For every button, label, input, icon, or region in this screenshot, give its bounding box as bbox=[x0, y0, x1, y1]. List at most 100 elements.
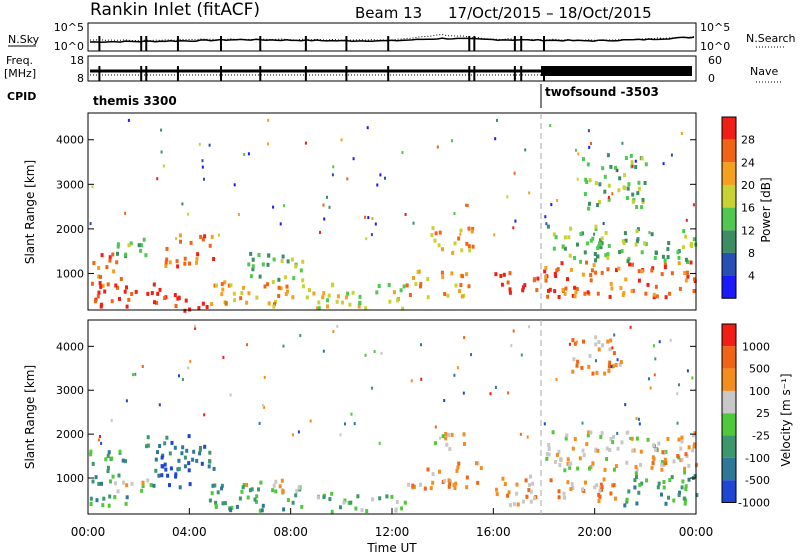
range-cell bbox=[590, 142, 592, 145]
range-cell bbox=[100, 253, 104, 258]
nave-ytick-bottom: 0 bbox=[708, 72, 715, 85]
range-cell bbox=[184, 298, 188, 303]
range-cell bbox=[227, 283, 231, 288]
range-cell bbox=[627, 489, 631, 494]
range-cell bbox=[330, 491, 334, 496]
range-cell bbox=[118, 296, 121, 301]
range-cell bbox=[343, 498, 347, 503]
range-cell bbox=[600, 431, 604, 436]
range-cell bbox=[210, 234, 214, 239]
range-cell bbox=[567, 462, 571, 467]
range-cell bbox=[594, 270, 598, 275]
range-cell bbox=[603, 189, 607, 194]
range-cell bbox=[127, 243, 131, 248]
range-cell bbox=[90, 281, 94, 286]
range-cell bbox=[685, 218, 688, 222]
range-cell bbox=[667, 495, 670, 500]
range-cell bbox=[247, 152, 250, 156]
range-cell bbox=[112, 269, 116, 274]
range-cell bbox=[681, 479, 685, 484]
range-cell bbox=[201, 165, 204, 169]
range-cell bbox=[507, 391, 510, 395]
range-cell bbox=[255, 295, 259, 300]
range-cell bbox=[506, 493, 510, 498]
cpid-label: CPID bbox=[7, 90, 36, 103]
range-cell bbox=[462, 391, 465, 395]
range-cell bbox=[267, 301, 271, 306]
range-cell bbox=[587, 129, 590, 133]
range-cell bbox=[411, 483, 415, 488]
range-cell bbox=[312, 291, 316, 296]
range-cell bbox=[666, 436, 670, 441]
range-cell bbox=[263, 405, 266, 409]
range-cell bbox=[670, 271, 674, 276]
range-cell bbox=[97, 481, 101, 486]
nsearch-ytick-top: 10^5 bbox=[700, 21, 730, 34]
range-cell bbox=[580, 365, 584, 370]
range-cell bbox=[283, 204, 286, 208]
range-cell bbox=[198, 451, 202, 456]
range-cell bbox=[465, 272, 469, 277]
range-cell bbox=[662, 480, 666, 484]
range-cell bbox=[663, 457, 667, 462]
range-cell bbox=[180, 451, 184, 456]
range-cell bbox=[595, 483, 599, 488]
velocity-panel: Slant Range [km] 1000 2000 3000 4000 1000 50… bbox=[23, 319, 793, 554]
range-cell bbox=[150, 291, 154, 295]
range-cell bbox=[571, 446, 575, 451]
range-cell bbox=[199, 234, 203, 239]
xtick-label: 20:00 bbox=[577, 525, 612, 539]
range-cell bbox=[582, 453, 586, 458]
range-cell bbox=[564, 286, 568, 291]
range-cell bbox=[274, 299, 277, 304]
range-cell bbox=[91, 185, 94, 189]
range-cell bbox=[444, 436, 448, 441]
range-cell bbox=[471, 244, 475, 249]
range-cell bbox=[616, 169, 619, 172]
range-cell bbox=[437, 243, 441, 248]
range-cell bbox=[684, 234, 688, 239]
range-cell bbox=[500, 282, 504, 287]
range-cell bbox=[692, 237, 696, 242]
range-cell bbox=[652, 443, 655, 448]
range-cell bbox=[395, 500, 399, 504]
velocity-scatter-cells bbox=[89, 324, 699, 514]
range-cell bbox=[506, 195, 509, 199]
range-cell bbox=[183, 464, 187, 469]
range-cell bbox=[626, 186, 630, 191]
range-cell bbox=[346, 291, 350, 296]
range-cell bbox=[203, 444, 207, 449]
range-cell bbox=[187, 366, 190, 370]
range-cell bbox=[590, 268, 594, 273]
range-cell bbox=[634, 471, 638, 476]
range-cell bbox=[568, 253, 572, 258]
range-cell bbox=[164, 264, 168, 268]
colorbar-tick-label: 20 bbox=[741, 179, 755, 192]
range-cell bbox=[596, 254, 599, 259]
range-cell bbox=[623, 231, 627, 236]
range-cell bbox=[623, 173, 627, 178]
range-cell bbox=[235, 504, 239, 509]
range-cell bbox=[108, 494, 112, 499]
range-cell bbox=[360, 508, 364, 512]
range-cell bbox=[274, 489, 278, 494]
colorbar-tick-label: 500 bbox=[749, 363, 770, 376]
range-cell bbox=[666, 255, 670, 260]
range-cell bbox=[692, 433, 696, 438]
range-cell bbox=[682, 229, 686, 234]
range-cell bbox=[644, 291, 648, 296]
range-cell bbox=[627, 256, 631, 261]
range-cell bbox=[459, 232, 462, 236]
range-cell bbox=[272, 304, 276, 309]
range-cell bbox=[250, 487, 254, 492]
range-cell bbox=[242, 285, 245, 290]
range-cell bbox=[430, 233, 434, 237]
range-cell bbox=[259, 480, 263, 485]
range-cell bbox=[686, 260, 689, 264]
range-cell bbox=[620, 440, 624, 445]
range-cell bbox=[677, 261, 681, 266]
range-cell bbox=[352, 157, 355, 161]
range-cell bbox=[452, 482, 456, 487]
range-cell bbox=[459, 228, 463, 233]
range-cell bbox=[663, 258, 667, 263]
